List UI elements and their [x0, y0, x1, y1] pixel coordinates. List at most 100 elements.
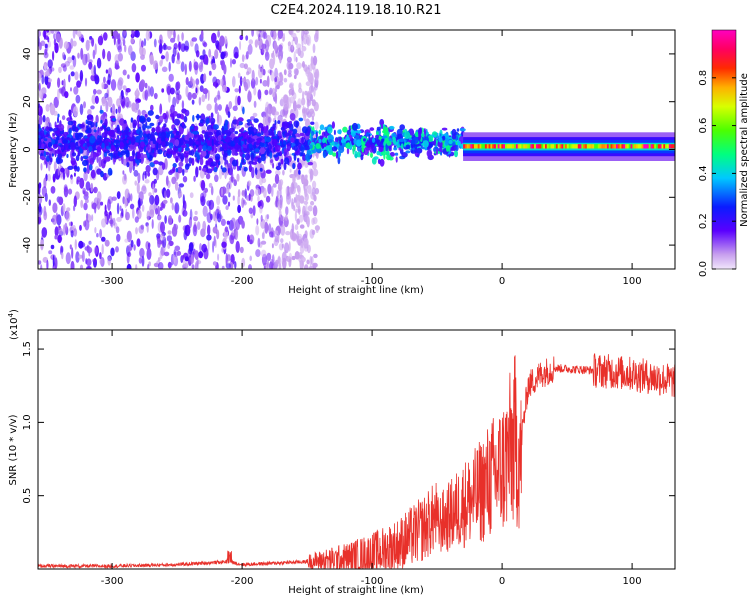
heatmap-cell	[147, 263, 150, 269]
heatmap-cell	[215, 83, 219, 88]
heatmap-cell	[201, 243, 207, 253]
heatmap-cell	[519, 144, 522, 149]
heatmap-cell	[361, 146, 365, 153]
spectrogram-ylabel: Frequency (Hz)	[8, 112, 19, 188]
heatmap-cell	[581, 144, 584, 149]
heatmap-cell	[310, 134, 313, 143]
heatmap-cell	[70, 260, 75, 269]
heatmap-cell	[107, 96, 113, 108]
heatmap-cell	[366, 131, 369, 137]
heatmap-cell	[249, 120, 252, 125]
heatmap-cell	[215, 140, 219, 146]
heatmap-cell	[259, 30, 265, 38]
heatmap-cell	[165, 110, 169, 116]
heatmap-cell	[605, 144, 608, 149]
heatmap-cell	[126, 162, 130, 168]
heatmap-cell	[230, 133, 236, 139]
x-tick-label: 100	[623, 576, 642, 587]
heatmap-cell	[515, 144, 519, 149]
heatmap-cell	[455, 144, 459, 152]
heatmap-cell	[528, 144, 531, 149]
heatmap-cell	[239, 76, 243, 87]
heatmap-cell	[297, 134, 301, 138]
heatmap-cell	[400, 143, 404, 150]
heatmap-cell	[318, 129, 321, 135]
heatmap-cell	[177, 34, 180, 43]
heatmap-cell	[282, 121, 289, 130]
heatmap-cell	[214, 174, 219, 183]
heatmap-cell	[162, 199, 168, 204]
heatmap-cell	[309, 63, 313, 72]
heatmap-cell	[657, 144, 660, 149]
heatmap-cell	[164, 215, 167, 224]
heatmap-cell	[202, 220, 207, 233]
heatmap-cell	[554, 144, 557, 149]
heatmap-cell	[275, 165, 282, 171]
heatmap-cell	[79, 177, 85, 189]
heatmap-cell	[353, 138, 357, 145]
heatmap-cell	[146, 117, 151, 123]
heatmap-cell	[124, 238, 129, 243]
heatmap-cell	[288, 89, 291, 97]
heatmap-cell	[184, 256, 189, 262]
heatmap-cell	[252, 161, 258, 165]
heatmap-cell	[248, 160, 254, 165]
heatmap-cell	[140, 79, 146, 88]
heatmap-cell	[184, 225, 188, 235]
heatmap-cell	[208, 48, 212, 58]
heatmap-cell	[104, 156, 111, 162]
heatmap-cell	[82, 155, 89, 160]
heatmap-cell	[114, 152, 119, 157]
heatmap-cell	[394, 152, 399, 156]
heatmap-cell	[147, 144, 151, 151]
heatmap-cell	[168, 73, 174, 82]
heatmap-cell	[215, 40, 220, 48]
heatmap-cell	[101, 142, 105, 149]
heatmap-cell	[310, 191, 316, 200]
heatmap-cell	[252, 112, 258, 117]
heatmap-cell	[639, 144, 642, 149]
heatmap-cell	[91, 94, 97, 105]
heatmap-cell	[199, 169, 205, 179]
heatmap-cell	[218, 140, 224, 145]
heatmap-cell	[101, 96, 107, 107]
heatmap-cell	[159, 60, 163, 67]
heatmap-cell	[202, 49, 206, 57]
heatmap-cell	[157, 148, 163, 155]
heatmap-cell	[269, 152, 273, 159]
heatmap-cell	[312, 55, 318, 66]
heatmap-cell	[239, 162, 243, 169]
heatmap-cell	[133, 159, 136, 167]
heatmap-cell	[101, 243, 104, 255]
heatmap-cell	[103, 76, 106, 84]
heatmap-cell	[101, 218, 107, 228]
heatmap-cell	[279, 49, 284, 56]
heatmap-cell	[217, 90, 221, 100]
heatmap-cell	[304, 174, 308, 179]
heatmap-cell	[222, 195, 228, 205]
heatmap-cell	[274, 144, 281, 152]
heatmap-cell	[239, 40, 242, 51]
heatmap-cell	[67, 188, 73, 195]
heatmap-cell	[176, 81, 181, 90]
heatmap-cell	[282, 140, 287, 146]
heatmap-cell	[112, 117, 116, 122]
heatmap-cell	[107, 198, 111, 211]
heatmap-cell	[393, 147, 398, 151]
heatmap-cell	[116, 191, 121, 200]
heatmap-cell	[83, 202, 88, 211]
heatmap-cell	[231, 59, 236, 65]
heatmap-cell	[98, 131, 102, 136]
heatmap-cell	[194, 125, 199, 131]
heatmap-cell	[155, 208, 159, 215]
heatmap-cell	[232, 195, 235, 201]
heatmap-cell	[331, 121, 335, 129]
heatmap-cell	[333, 129, 336, 136]
heatmap-cell	[257, 195, 260, 202]
heatmap-cell	[306, 244, 311, 254]
heatmap-cell	[663, 144, 666, 149]
x-tick-label: -300	[101, 276, 124, 287]
heatmap-cell	[73, 86, 79, 95]
heatmap-cell	[50, 244, 55, 250]
heatmap-cell	[217, 253, 220, 261]
